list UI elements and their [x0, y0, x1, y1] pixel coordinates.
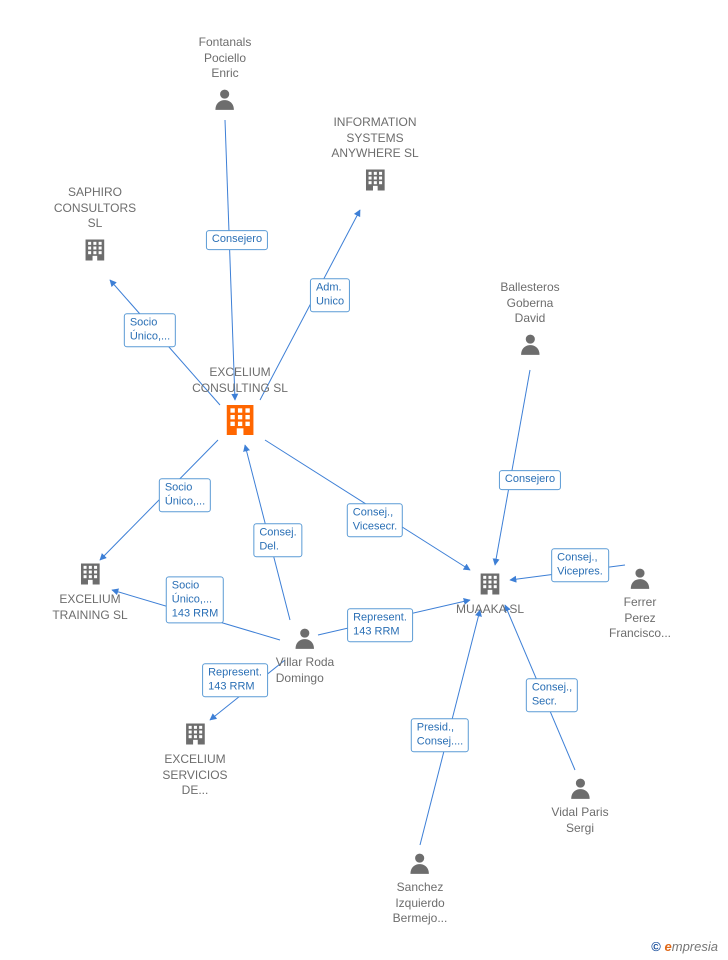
credit-line: © empresia [651, 939, 718, 954]
building-icon [181, 720, 209, 748]
person-icon [627, 565, 653, 591]
building-icon [76, 560, 104, 588]
person-icon [212, 86, 238, 112]
node-label: Vidal Paris Sergi [551, 805, 608, 836]
brand-first-letter: e [665, 939, 672, 954]
node-excelium[interactable]: EXCELIUM CONSULTING SL [192, 365, 288, 440]
edge-label: Socio Único,... [159, 478, 211, 512]
person-icon [407, 850, 433, 876]
node-vidal[interactable]: Vidal Paris Sergi [551, 775, 608, 836]
node-ballesteros[interactable]: Ballesteros Goberna David [500, 280, 559, 357]
copyright-symbol: © [651, 939, 661, 954]
building-icon [476, 570, 504, 598]
brand-rest: mpresia [672, 939, 718, 954]
building-icon [220, 400, 260, 440]
edge-line [225, 120, 235, 400]
node-sanchez[interactable]: Sanchez Izquierdo Bermejo... [393, 850, 448, 927]
node-label: EXCELIUM SERVICIOS DE... [162, 752, 227, 799]
edge-line [495, 370, 530, 565]
person-icon [292, 625, 318, 651]
node-label: INFORMATION SYSTEMS ANYWHERE SL [331, 115, 418, 162]
node-label: Sanchez Izquierdo Bermejo... [393, 880, 448, 927]
node-training[interactable]: EXCELIUM TRAINING SL [52, 560, 127, 623]
node-label: MUAAKA SL [456, 602, 524, 618]
node-label: Ferrer Perez Francisco... [609, 595, 671, 642]
building-icon [361, 166, 389, 194]
node-label: EXCELIUM CONSULTING SL [192, 365, 288, 396]
node-label: Villar Roda Domingo [276, 655, 334, 686]
node-saphiro[interactable]: SAPHIRO CONSULTORS SL [54, 185, 136, 264]
node-villar[interactable]: Villar Roda Domingo [276, 625, 334, 686]
edge-label: Socio Único,... [124, 313, 176, 347]
node-muaaka[interactable]: MUAAKA SL [456, 570, 524, 618]
edge-label: Represent. 143 RRM [347, 608, 413, 642]
node-label: EXCELIUM TRAINING SL [52, 592, 127, 623]
edge-label: Represent. 143 RRM [202, 663, 268, 697]
person-icon [567, 775, 593, 801]
node-label: Fontanals Pociello Enric [199, 35, 252, 82]
edge-label: Presid., Consej.... [411, 718, 469, 752]
node-fontanals[interactable]: Fontanals Pociello Enric [199, 35, 252, 112]
edge-label: Consej. Del. [253, 523, 302, 557]
person-icon [517, 331, 543, 357]
edge-label: Consej., Secr. [526, 678, 578, 712]
node-servicios[interactable]: EXCELIUM SERVICIOS DE... [162, 720, 227, 799]
edge-label: Adm. Unico [310, 278, 350, 312]
building-icon [81, 236, 109, 264]
edge-label: Consej., Vicesecr. [347, 503, 403, 537]
edge-label: Socio Único,... 143 RRM [166, 576, 224, 623]
edge-label: Consej., Vicepres. [551, 548, 609, 582]
node-label: SAPHIRO CONSULTORS SL [54, 185, 136, 232]
node-info_sys[interactable]: INFORMATION SYSTEMS ANYWHERE SL [331, 115, 418, 194]
node-ferrer[interactable]: Ferrer Perez Francisco... [609, 565, 671, 642]
edge-label: Consejero [499, 470, 561, 490]
node-label: Ballesteros Goberna David [500, 280, 559, 327]
edge-label: Consejero [206, 230, 268, 250]
